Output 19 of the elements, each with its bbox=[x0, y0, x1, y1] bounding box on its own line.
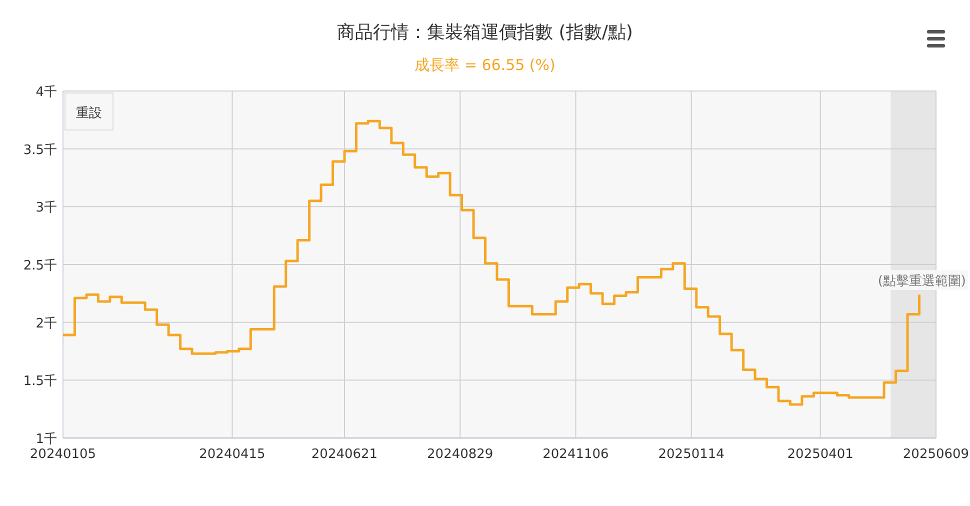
x-tick-label: 20240415 bbox=[199, 447, 266, 462]
y-tick-label: 1千 bbox=[36, 432, 57, 447]
x-tick-label: 20240829 bbox=[427, 447, 494, 462]
y-tick-label: 3千 bbox=[36, 200, 57, 216]
x-tick-label: 20240621 bbox=[311, 447, 378, 462]
y-tick-label: 2千 bbox=[36, 316, 57, 332]
y-tick-label: 4千 bbox=[36, 85, 57, 100]
x-tick-label: 20241106 bbox=[542, 447, 609, 462]
annotation: 重設 bbox=[76, 106, 102, 121]
x-tick-label: 20250114 bbox=[658, 447, 724, 462]
x-tick-label: 20240105 bbox=[30, 447, 96, 462]
y-tick-label: 3.5千 bbox=[23, 142, 57, 158]
x-tick-label: 20250609 bbox=[902, 447, 970, 462]
chart-subtitle: 成長率 = 66.55 (%) bbox=[414, 56, 556, 74]
x-tick-label: 20250401 bbox=[787, 447, 854, 462]
y-tick-label: 2.5千 bbox=[23, 258, 57, 274]
annotation: (點擊重選範圍) bbox=[878, 274, 966, 289]
y-tick-label: 1.5千 bbox=[23, 374, 57, 390]
chart-title: 商品行情：集裝箱運價指數 (指數/點) bbox=[337, 22, 633, 43]
